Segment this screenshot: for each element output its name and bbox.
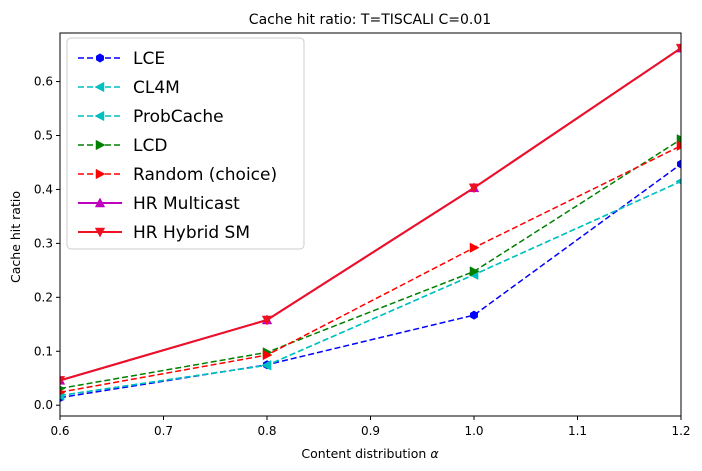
x-tick-label: 1.1	[568, 424, 587, 438]
data-point	[470, 310, 478, 320]
x-tick-label: 0.9	[361, 424, 380, 438]
x-tick-label: 0.8	[257, 424, 276, 438]
data-point	[469, 266, 480, 277]
x-tick-label: 0.6	[50, 424, 69, 438]
x-tick-label: 1.0	[464, 424, 483, 438]
data-point	[676, 140, 681, 151]
legend-box	[66, 37, 305, 250]
legend-marker	[94, 227, 106, 238]
legend-label: ProbCache	[133, 107, 224, 127]
y-tick-label: 0.6	[34, 75, 53, 89]
y-tick-label: 0.1	[34, 344, 53, 358]
data-point	[675, 43, 681, 54]
x-tick-label: 1.2	[671, 424, 690, 438]
legend-marker	[94, 110, 105, 122]
data-point	[677, 159, 681, 169]
y-tick-label: 0.3	[34, 236, 53, 250]
y-tick-label: 0.4	[34, 182, 53, 196]
legend-label: Random (choice)	[133, 165, 277, 185]
data-point	[261, 315, 273, 326]
series-hr-hybrid-sm	[60, 43, 681, 386]
series-line	[60, 145, 681, 393]
x-axis-title-text: Content distribution	[301, 446, 426, 461]
x-axis-title: Content distribution α	[301, 446, 439, 461]
series-line	[60, 47, 681, 382]
data-point	[468, 183, 480, 194]
data-point	[262, 349, 273, 361]
legend-item: LCE	[78, 49, 165, 69]
legend-marker	[96, 53, 104, 63]
legend-marker	[95, 139, 106, 151]
y-tick-label: 0.0	[34, 398, 53, 412]
legend-item: ProbCache	[78, 107, 224, 127]
data-point	[60, 376, 66, 386]
legend-item: HR Hybrid SM	[78, 223, 250, 243]
series-line	[60, 163, 681, 399]
legend-item: LCD	[78, 136, 167, 156]
legend-label: CL4M	[133, 78, 180, 98]
plot-area	[60, 42, 681, 403]
y-tick-label: 0.5	[34, 128, 53, 142]
data-point	[469, 242, 480, 253]
legend-marker	[94, 81, 105, 93]
y-axis: 0.0 0.1 0.2 0.3 0.4 0.5 0.6	[34, 75, 60, 412]
x-axis: 0.6 0.7 0.8 0.9 1.0 1.1 1.2	[50, 416, 691, 438]
chart-title: Cache hit ratio: T=TISCALI C=0.01	[249, 12, 491, 28]
y-tick-label: 0.2	[34, 290, 53, 304]
legend-marker	[95, 168, 106, 180]
data-point	[261, 360, 272, 371]
legend-label: LCE	[133, 49, 165, 69]
series-random-choice	[60, 140, 681, 396]
legend-marker	[94, 197, 106, 208]
legend: LCE CL4M ProbCache LCD Random (choice) HR Mul…	[66, 37, 305, 250]
legend-label: LCD	[133, 136, 167, 156]
x-tick-label: 0.7	[154, 424, 173, 438]
legend-label: HR Hybrid SM	[133, 223, 250, 243]
y-axis-title: Cache hit ratio	[8, 191, 23, 283]
legend-item: HR Multicast	[78, 194, 240, 214]
legend-item: CL4M	[78, 78, 180, 98]
x-axis-symbol: α	[430, 446, 439, 461]
legend-item: Random (choice)	[78, 165, 277, 185]
series-line	[60, 180, 681, 397]
legend-label: HR Multicast	[133, 194, 240, 214]
